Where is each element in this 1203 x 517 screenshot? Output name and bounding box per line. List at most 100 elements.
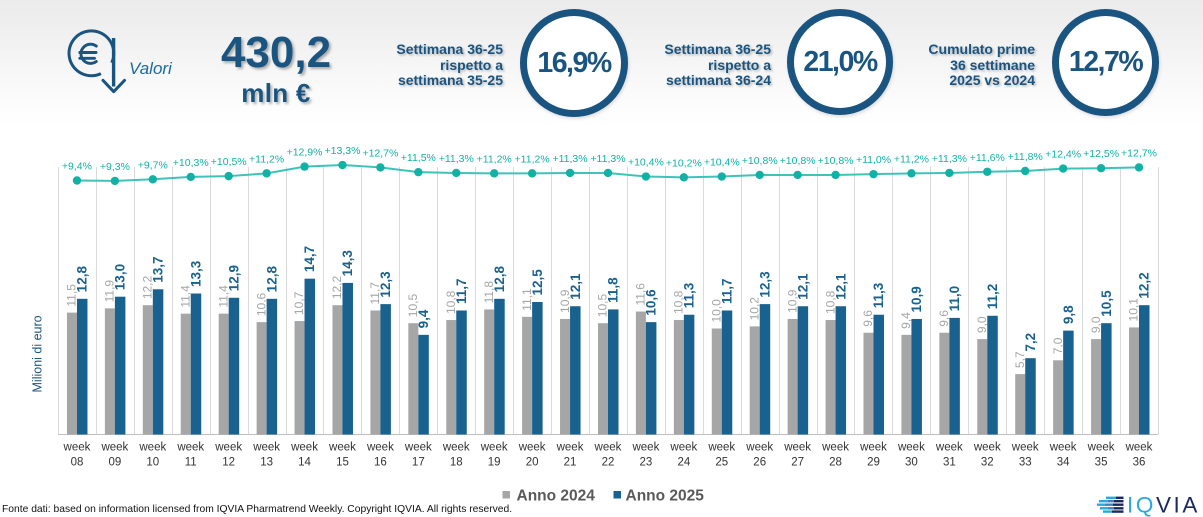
- svg-text:12,2: 12,2: [141, 275, 155, 299]
- svg-text:week: week: [138, 442, 166, 454]
- svg-text:16: 16: [374, 457, 387, 469]
- svg-text:+10,8%: +10,8%: [742, 155, 778, 167]
- svg-text:+12,7%: +12,7%: [1121, 147, 1157, 159]
- svg-text:+12,9%: +12,9%: [287, 147, 323, 159]
- svg-text:+11,3%: +11,3%: [552, 153, 587, 165]
- svg-text:week: week: [594, 442, 622, 454]
- svg-text:+11,3%: +11,3%: [590, 153, 625, 165]
- svg-text:+11,2%: +11,2%: [515, 153, 550, 165]
- svg-text:11,4: 11,4: [178, 285, 192, 308]
- svg-text:week: week: [707, 442, 735, 454]
- svg-text:20: 20: [526, 457, 539, 469]
- svg-text:+10,8%: +10,8%: [818, 155, 854, 167]
- svg-text:11,9: 11,9: [103, 280, 117, 303]
- svg-text:+11,6%: +11,6%: [970, 152, 1005, 164]
- svg-text:week: week: [631, 442, 659, 454]
- svg-text:week: week: [1011, 442, 1039, 454]
- svg-text:9,0: 9,0: [1089, 316, 1103, 333]
- svg-text:36: 36: [1133, 457, 1146, 469]
- svg-text:11,3: 11,3: [871, 282, 886, 308]
- svg-text:12,8: 12,8: [75, 266, 90, 293]
- svg-text:12,3: 12,3: [378, 271, 393, 298]
- svg-text:IQVIA: IQVIA: [1127, 494, 1200, 517]
- svg-text:11,8: 11,8: [606, 277, 621, 303]
- svg-text:12,8: 12,8: [492, 266, 507, 293]
- svg-text:week: week: [214, 442, 242, 454]
- svg-text:+11,2%: +11,2%: [894, 153, 929, 165]
- svg-text:+11,3%: +11,3%: [439, 153, 474, 165]
- svg-text:+10,4%: +10,4%: [628, 157, 664, 169]
- svg-text:17: 17: [412, 457, 425, 469]
- svg-text:19: 19: [488, 457, 501, 469]
- svg-text:13,0: 13,0: [113, 264, 128, 290]
- svg-text:Anno 2025: Anno 2025: [626, 488, 705, 505]
- svg-text:12,1: 12,1: [795, 273, 810, 300]
- svg-text:week: week: [669, 442, 697, 454]
- svg-text:11,6: 11,6: [634, 283, 648, 306]
- svg-text:10,8: 10,8: [823, 290, 837, 314]
- svg-text:11,5: 11,5: [65, 284, 79, 307]
- svg-text:+11,2%: +11,2%: [477, 153, 512, 165]
- svg-text:+10,3%: +10,3%: [173, 157, 209, 169]
- svg-text:10,6: 10,6: [644, 289, 659, 316]
- svg-text:9,6: 9,6: [861, 310, 875, 327]
- svg-text:13: 13: [260, 457, 273, 469]
- svg-text:18: 18: [450, 457, 463, 469]
- svg-text:10,2: 10,2: [747, 297, 761, 321]
- svg-text:12,8: 12,8: [264, 266, 279, 293]
- svg-text:+12,7%: +12,7%: [362, 147, 398, 159]
- svg-text:12,3: 12,3: [757, 271, 772, 298]
- svg-text:21: 21: [564, 457, 577, 469]
- svg-text:10,8: 10,8: [444, 290, 458, 314]
- svg-text:week: week: [935, 442, 963, 454]
- svg-text:10,8: 10,8: [672, 290, 686, 314]
- svg-text:31: 31: [943, 457, 956, 469]
- svg-text:11,1: 11,1: [520, 288, 534, 311]
- svg-text:13,3: 13,3: [188, 260, 203, 287]
- svg-text:11,2: 11,2: [985, 284, 1000, 310]
- svg-text:12,1: 12,1: [568, 273, 583, 300]
- svg-text:week: week: [252, 442, 280, 454]
- svg-text:week: week: [404, 442, 432, 454]
- svg-text:week: week: [176, 442, 204, 454]
- svg-text:week: week: [745, 442, 773, 454]
- svg-text:week: week: [480, 442, 508, 454]
- svg-text:+11,2%: +11,2%: [249, 153, 284, 165]
- svg-text:+9,4%: +9,4%: [62, 161, 92, 173]
- svg-text:12,2: 12,2: [1137, 272, 1152, 298]
- svg-text:10,9: 10,9: [785, 289, 799, 313]
- svg-text:28: 28: [829, 457, 842, 469]
- svg-text:25: 25: [715, 457, 728, 469]
- svg-text:week: week: [518, 442, 546, 454]
- svg-text:11,0: 11,0: [947, 286, 962, 312]
- svg-text:11: 11: [185, 457, 197, 469]
- svg-text:11,8: 11,8: [482, 281, 496, 304]
- svg-text:+11,8%: +11,8%: [1008, 151, 1043, 163]
- svg-text:9,6: 9,6: [937, 310, 951, 327]
- svg-text:10,9: 10,9: [909, 286, 924, 312]
- svg-text:10,7: 10,7: [292, 291, 306, 315]
- svg-text:+11,5%: +11,5%: [401, 152, 436, 164]
- svg-text:12,2: 12,2: [330, 275, 344, 299]
- svg-text:week: week: [973, 442, 1001, 454]
- svg-text:23: 23: [640, 457, 653, 469]
- svg-text:34: 34: [1057, 457, 1070, 469]
- svg-text:12,1: 12,1: [833, 273, 848, 300]
- svg-text:+12,4%: +12,4%: [1045, 149, 1081, 161]
- svg-text:+11,3%: +11,3%: [932, 153, 967, 165]
- svg-text:12: 12: [222, 457, 235, 469]
- svg-text:09: 09: [108, 457, 121, 469]
- svg-text:Anno 2024: Anno 2024: [517, 488, 596, 505]
- svg-text:11,7: 11,7: [368, 282, 382, 305]
- svg-text:10: 10: [146, 457, 159, 469]
- svg-text:11,4: 11,4: [216, 285, 230, 308]
- svg-text:24: 24: [677, 457, 690, 469]
- svg-text:14,3: 14,3: [340, 250, 355, 277]
- svg-text:7,0: 7,0: [1051, 337, 1065, 354]
- svg-text:week: week: [897, 442, 925, 454]
- svg-text:10,9: 10,9: [558, 289, 572, 313]
- svg-text:08: 08: [71, 457, 84, 469]
- svg-text:+12,5%: +12,5%: [1083, 148, 1119, 160]
- svg-text:33: 33: [1019, 457, 1032, 469]
- svg-text:+9,3%: +9,3%: [100, 161, 130, 173]
